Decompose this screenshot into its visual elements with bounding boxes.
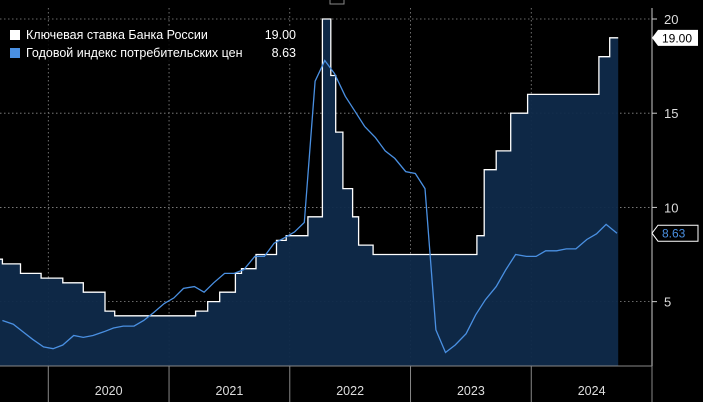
key-rate-last-value-badge-text: 19.00 [662, 31, 692, 45]
x-tick-label-2023: 2023 [457, 384, 485, 398]
legend-label-cpi: Годовой индекс потребительских цен [26, 46, 243, 60]
cpi-last-value-badge-text: 8.63 [662, 227, 686, 241]
cpi-last-value-badge: 8.63 [651, 224, 699, 242]
legend-value-key-rate: 19.00 [264, 28, 296, 42]
y-tick-label-20: 20 [664, 12, 678, 27]
top-scroll-marker [329, 0, 345, 5]
legend-item-key-rate: Ключевая ставка Банка России 19.00 [6, 26, 300, 44]
legend-swatch-white [10, 30, 20, 40]
x-tick-label-2020: 2020 [95, 384, 123, 398]
legend: Ключевая ставка Банка России 19.00 Годов… [6, 26, 300, 62]
y-tick-labels: 5 10 15 20 [652, 12, 678, 310]
y-tick-label-5: 5 [664, 295, 671, 310]
x-axis [0, 365, 653, 402]
y-tick-label-15: 15 [664, 106, 678, 121]
y-tick-label-10: 10 [664, 200, 678, 215]
x-tick-label-2021: 2021 [216, 384, 244, 398]
legend-label-key-rate: Ключевая ставка Банка России [26, 28, 208, 42]
key-rate-last-value-badge: 19.00 [652, 29, 698, 46]
gridlines [0, 8, 653, 366]
cpi-line [2, 59, 618, 354]
legend-swatch-blue [10, 48, 20, 58]
last-value-badges: 19.00 8.63 [651, 29, 699, 242]
x-tick-labels: 2020 2021 2022 2023 2024 [95, 384, 606, 398]
x-tick-label-2024: 2024 [578, 384, 606, 398]
cpi-area-fill [0, 19, 619, 366]
legend-value-cpi: 8.63 [271, 46, 296, 60]
key-rate-line [0, 18, 619, 317]
x-tick-label-2022: 2022 [336, 384, 364, 398]
legend-item-cpi: Годовой индекс потребительских цен 8.63 [6, 44, 300, 62]
